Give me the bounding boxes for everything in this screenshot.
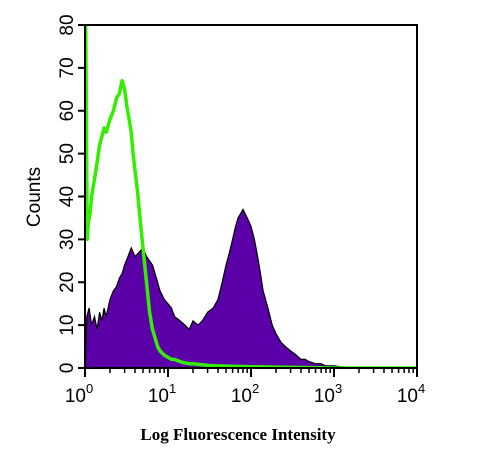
- y-tick-label: 60: [57, 100, 78, 121]
- y-axis-label: Counts: [24, 167, 45, 227]
- plot-area: [85, 24, 417, 368]
- y-tick-label: 50: [57, 143, 78, 164]
- x-tick-label: 101: [148, 381, 176, 407]
- y-tick-label: 30: [57, 229, 78, 250]
- y-tick-label: 80: [57, 14, 78, 35]
- y-tick-label: 10: [57, 315, 78, 336]
- y-tick-label: 20: [57, 272, 78, 293]
- series-0-filled-histogram: [85, 208, 417, 368]
- y-tick-label: 40: [57, 186, 78, 207]
- y-tick-label: 0: [57, 363, 78, 374]
- x-tick-label: 103: [314, 381, 342, 407]
- x-tick-label: 100: [65, 381, 93, 407]
- x-tick-label: 104: [397, 381, 425, 407]
- x-tick-label: 102: [231, 381, 259, 407]
- axes: 0 10 20 30 40 50 60 70 80 100 101 102 103 104: [57, 14, 425, 407]
- series-1-line-histogram: [85, 24, 417, 368]
- x-axis-label: Log Fluorescence Intensity: [140, 425, 336, 444]
- y-tick-label: 70: [57, 57, 78, 78]
